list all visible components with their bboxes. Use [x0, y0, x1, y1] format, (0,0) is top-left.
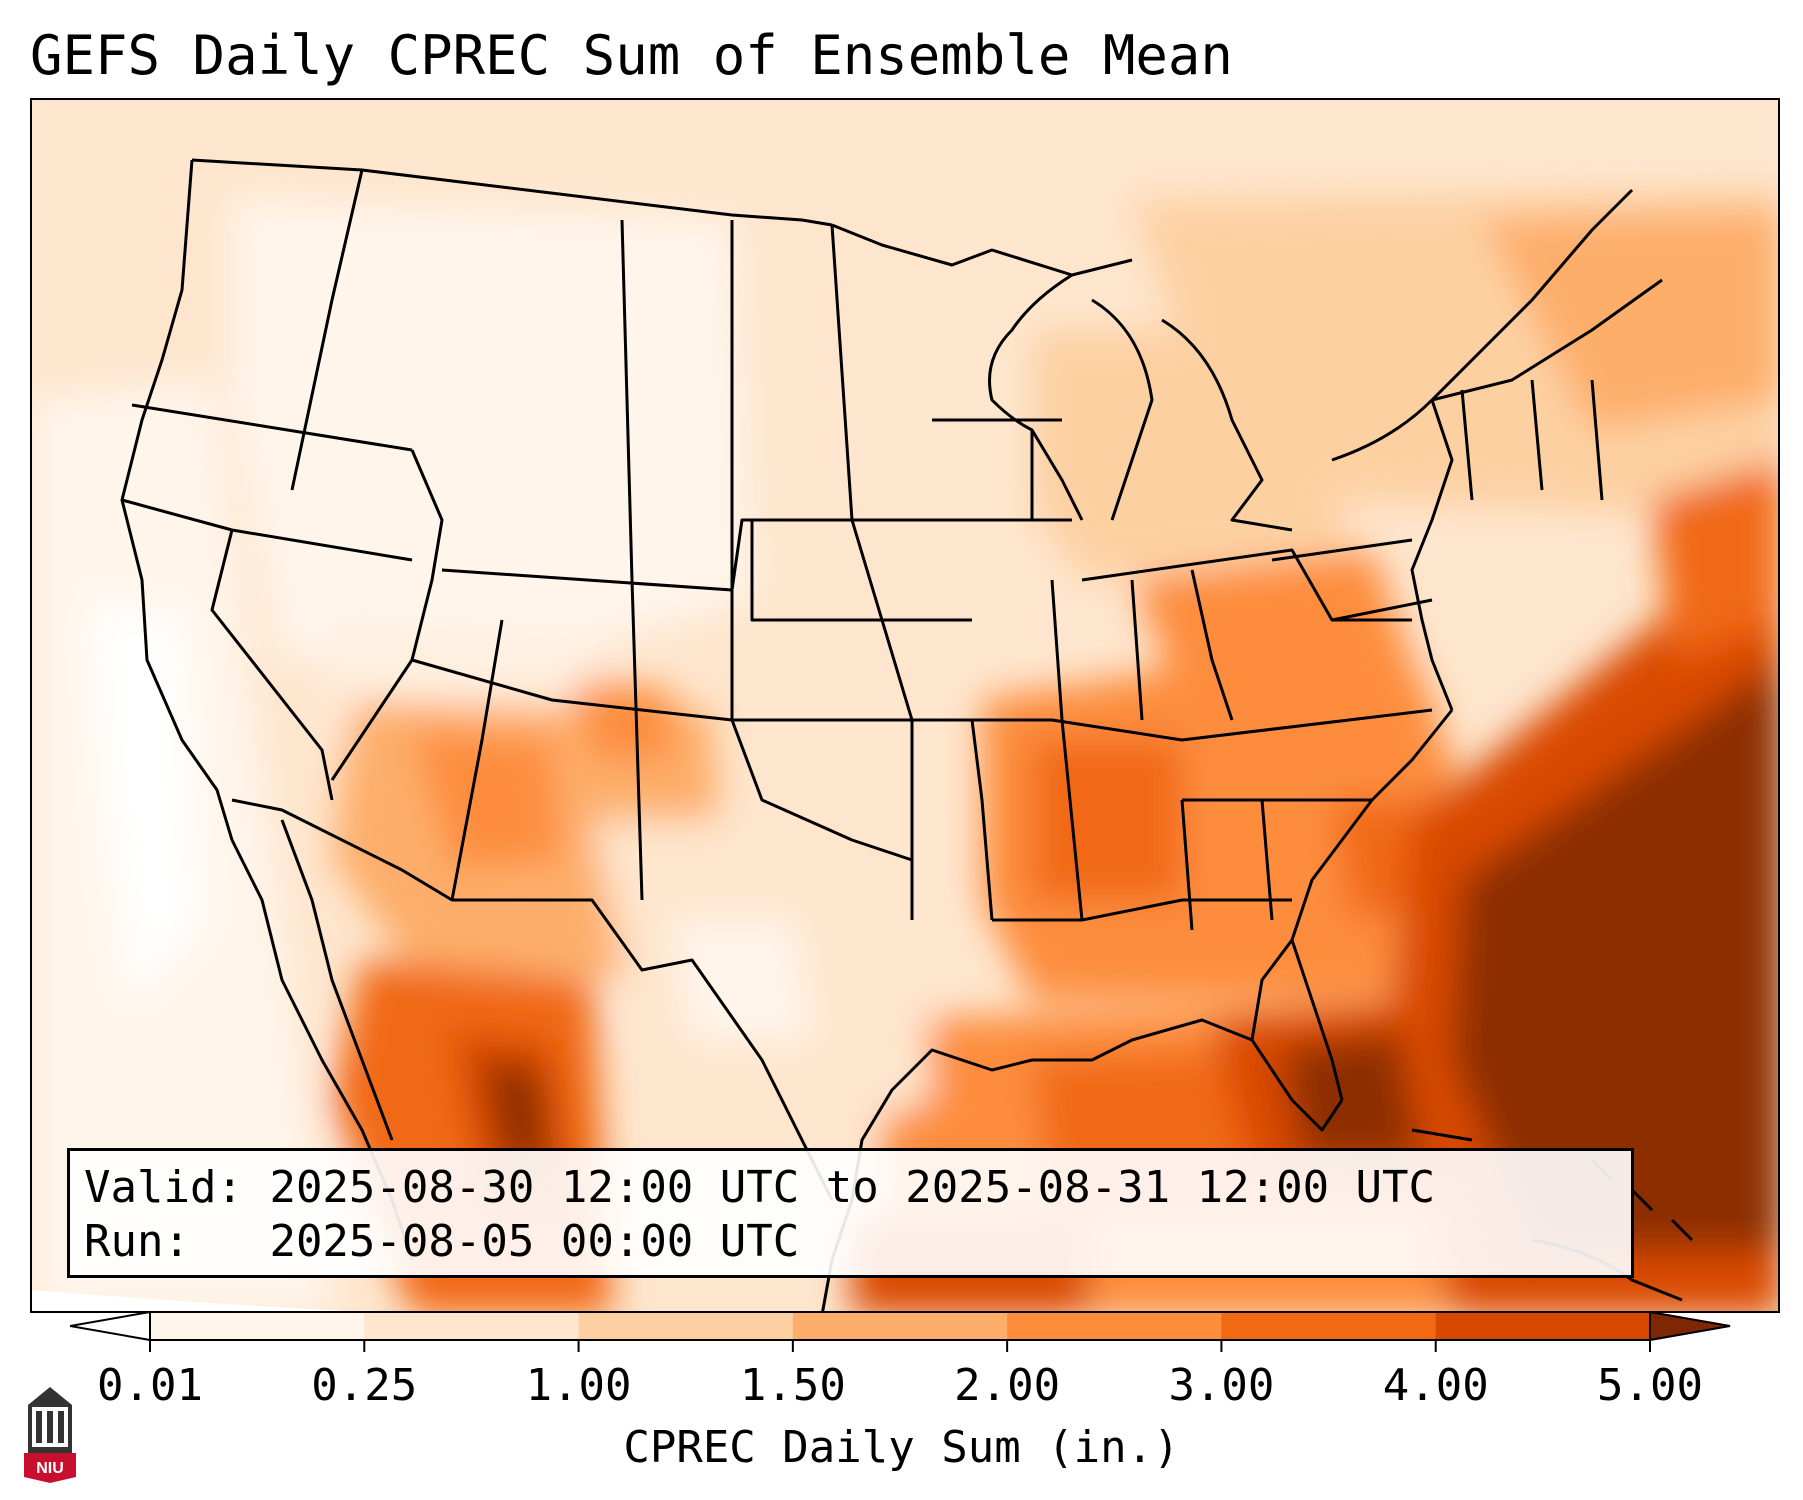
map-canvas [32, 100, 1778, 1311]
colorbar-segment [1221, 1312, 1437, 1340]
colorbar-segment [792, 1312, 1008, 1340]
colorbar-segment [578, 1312, 794, 1340]
colorbar-over-arrow [1649, 1312, 1731, 1342]
colorbar-segment [364, 1312, 580, 1340]
colorbar-segment [150, 1312, 365, 1340]
colorbar-segment [1435, 1312, 1651, 1340]
state-borders [120, 158, 1663, 1311]
colorbar-tick-label: 0.01 [97, 1360, 203, 1411]
colorbar-tick-label: 1.00 [525, 1360, 632, 1411]
valid-label: Valid: [84, 1162, 243, 1213]
colorbar-tick-label: 3.00 [1168, 1360, 1275, 1411]
niu-logo: NIU [24, 1387, 76, 1483]
colorbar [70, 1312, 1731, 1352]
colorbar-tick-label: 0.25 [311, 1360, 418, 1411]
map-title: GEFS Daily CPREC Sum of Ensemble Mean [30, 24, 1233, 87]
colorbar-outline [149, 1312, 1651, 1341]
colorbar-tick-label: 1.50 [739, 1360, 846, 1411]
colorbar-tick-label: 5.00 [1597, 1360, 1703, 1411]
validity-info-box: Valid: 2025-08-30 12:00 UTC to 2025-08-3… [67, 1148, 1634, 1278]
precip-field [32, 100, 1778, 1311]
precipitation-map [30, 98, 1780, 1313]
colorbar-label: CPREC Daily Sum (in.) [623, 1422, 1180, 1473]
colorbar-under-arrow [70, 1312, 151, 1342]
valid-value: 2025-08-30 12:00 UTC to 2025-08-31 12:00… [269, 1162, 1436, 1213]
run-value: 2025-08-05 00:00 UTC [269, 1216, 800, 1267]
colorbar-tick-label: 2.00 [954, 1360, 1061, 1411]
colorbar-segment [1007, 1312, 1222, 1340]
colorbar-tick-label: 4.00 [1382, 1360, 1489, 1411]
run-label: Run: [84, 1216, 190, 1267]
svg-text:NIU: NIU [36, 1460, 64, 1477]
